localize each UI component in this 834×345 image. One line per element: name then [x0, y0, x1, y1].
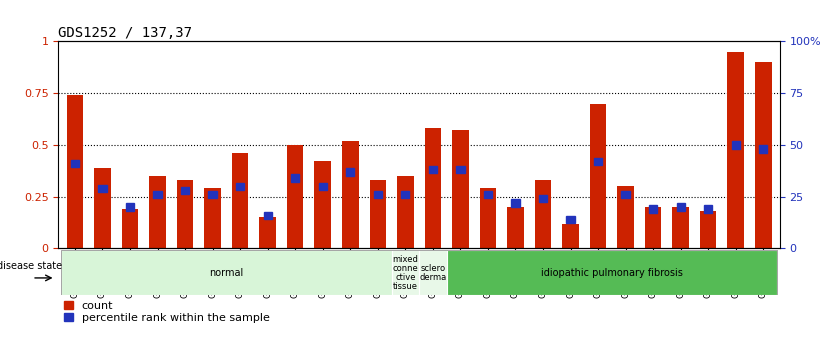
Bar — [511, 199, 520, 207]
Bar — [177, 180, 193, 248]
Bar — [617, 186, 634, 248]
Bar — [374, 191, 382, 198]
Bar — [319, 183, 327, 190]
Bar — [594, 158, 602, 165]
Bar — [590, 104, 606, 248]
Bar — [566, 216, 575, 223]
Bar — [672, 207, 689, 248]
Bar — [236, 183, 244, 190]
Bar — [621, 191, 630, 198]
Text: mixed
conne
ctive
tissue: mixed conne ctive tissue — [392, 255, 419, 290]
Text: normal: normal — [209, 268, 244, 277]
Bar — [61, 250, 391, 295]
Bar — [419, 250, 447, 295]
Bar — [447, 250, 777, 295]
Bar — [401, 191, 409, 198]
Legend: count, percentile rank within the sample: count, percentile rank within the sample — [64, 300, 269, 323]
Bar — [98, 185, 107, 192]
Bar — [676, 203, 685, 211]
Bar — [727, 52, 744, 248]
Bar — [755, 62, 771, 248]
Bar — [397, 176, 414, 248]
Bar — [67, 95, 83, 248]
Bar — [704, 205, 712, 213]
Bar — [149, 176, 166, 248]
Bar — [539, 195, 547, 203]
Text: sclero
derma: sclero derma — [420, 264, 446, 282]
Bar — [71, 160, 79, 167]
Bar — [369, 180, 386, 248]
Bar — [429, 166, 437, 174]
Bar — [700, 211, 716, 248]
Bar — [562, 224, 579, 248]
Bar — [507, 207, 524, 248]
Bar — [759, 145, 767, 153]
Bar — [287, 145, 304, 248]
Bar — [484, 191, 492, 198]
Bar — [649, 205, 657, 213]
Bar — [204, 188, 221, 248]
Bar — [346, 168, 354, 176]
Bar — [480, 188, 496, 248]
Bar — [456, 166, 465, 174]
Text: GDS1252 / 137,37: GDS1252 / 137,37 — [58, 26, 193, 40]
Bar — [122, 209, 138, 248]
Bar — [314, 161, 331, 248]
Bar — [291, 174, 299, 182]
Bar — [645, 207, 661, 248]
Bar — [208, 191, 217, 198]
Bar — [535, 180, 551, 248]
Bar — [264, 211, 272, 219]
Bar — [259, 217, 276, 248]
Bar — [342, 141, 359, 248]
Bar — [181, 187, 189, 194]
Bar — [731, 141, 740, 149]
Bar — [126, 203, 134, 211]
Text: disease state: disease state — [0, 261, 62, 271]
Bar — [94, 168, 111, 248]
Bar — [153, 191, 162, 198]
Bar — [232, 153, 249, 248]
Text: idiopathic pulmonary fibrosis: idiopathic pulmonary fibrosis — [541, 268, 683, 277]
Bar — [391, 250, 419, 295]
Bar — [452, 130, 469, 248]
Bar — [425, 128, 441, 248]
